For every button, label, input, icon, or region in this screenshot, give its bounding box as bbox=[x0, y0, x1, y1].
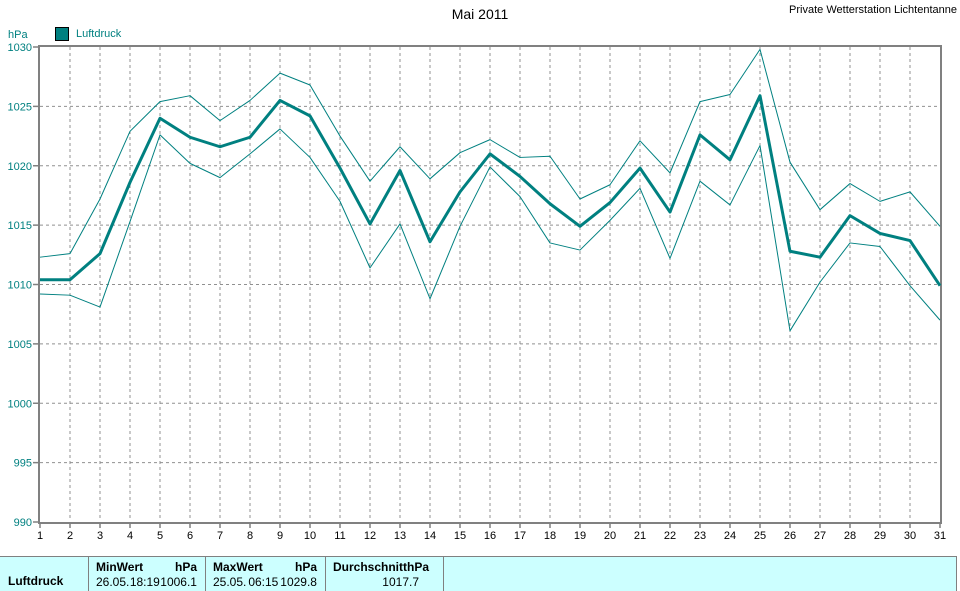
svg-text:12: 12 bbox=[364, 530, 376, 542]
svg-text:17: 17 bbox=[514, 530, 526, 542]
svg-text:3: 3 bbox=[97, 530, 103, 542]
svg-text:19: 19 bbox=[574, 530, 586, 542]
table-cell-empty bbox=[443, 557, 956, 591]
svg-text:14: 14 bbox=[424, 530, 436, 542]
table-row-label-cell: Luftdruck bbox=[0, 557, 88, 591]
svg-text:13: 13 bbox=[394, 530, 406, 542]
svg-text:15: 15 bbox=[454, 530, 466, 542]
svg-text:24: 24 bbox=[724, 530, 736, 542]
station-name: Private Wetterstation Lichtentanne bbox=[789, 4, 957, 16]
maxwert-value: 25.05. 06:15 1029.8 bbox=[213, 575, 317, 589]
svg-text:1: 1 bbox=[37, 530, 43, 542]
svg-text:4: 4 bbox=[127, 530, 133, 542]
svg-text:1025: 1025 bbox=[8, 101, 32, 113]
minwert-header: MinWert hPa bbox=[96, 560, 197, 574]
svg-text:1005: 1005 bbox=[8, 339, 32, 351]
svg-text:995: 995 bbox=[14, 458, 32, 470]
table-row-label: Luftdruck bbox=[8, 574, 64, 588]
svg-text:1010: 1010 bbox=[8, 280, 32, 292]
summary-table: Luftdruck MinWert hPa 26.05. 18:19 1006.… bbox=[0, 556, 957, 591]
svg-text:6: 6 bbox=[187, 530, 193, 542]
svg-text:1030: 1030 bbox=[8, 42, 32, 54]
svg-text:20: 20 bbox=[604, 530, 616, 542]
table-cell-maxwert: MaxWert hPa 25.05. 06:15 1029.8 bbox=[205, 557, 325, 591]
svg-text:7: 7 bbox=[217, 530, 223, 542]
table-cell-durchschnitt: Durchschnitt hPa 1017.7 bbox=[325, 557, 443, 591]
svg-text:16: 16 bbox=[484, 530, 496, 542]
svg-text:21: 21 bbox=[634, 530, 646, 542]
svg-text:5: 5 bbox=[157, 530, 163, 542]
y-axis-unit-label: hPa bbox=[8, 29, 28, 41]
svg-text:29: 29 bbox=[874, 530, 886, 542]
svg-text:1015: 1015 bbox=[8, 220, 32, 232]
svg-text:10: 10 bbox=[304, 530, 316, 542]
svg-text:23: 23 bbox=[694, 530, 706, 542]
page-title: Mai 2011 bbox=[451, 6, 509, 22]
svg-text:28: 28 bbox=[844, 530, 856, 542]
svg-text:1020: 1020 bbox=[8, 161, 32, 173]
table-cell-minwert: MinWert hPa 26.05. 18:19 1006.1 bbox=[88, 557, 205, 591]
svg-text:26: 26 bbox=[784, 530, 796, 542]
svg-text:9: 9 bbox=[277, 530, 283, 542]
maxwert-header: MaxWert hPa bbox=[213, 560, 317, 574]
svg-text:990: 990 bbox=[14, 517, 32, 529]
legend-swatch-icon bbox=[55, 27, 69, 41]
svg-text:25: 25 bbox=[754, 530, 766, 542]
legend: Luftdruck bbox=[55, 27, 121, 41]
svg-text:1000: 1000 bbox=[8, 398, 32, 410]
svg-text:8: 8 bbox=[247, 530, 253, 542]
svg-text:30: 30 bbox=[904, 530, 916, 542]
durchschnitt-value: 1017.7 bbox=[382, 575, 419, 589]
minwert-value: 26.05. 18:19 1006.1 bbox=[96, 575, 197, 589]
svg-text:18: 18 bbox=[544, 530, 556, 542]
svg-text:22: 22 bbox=[664, 530, 676, 542]
svg-text:27: 27 bbox=[814, 530, 826, 542]
svg-text:11: 11 bbox=[334, 530, 345, 542]
svg-text:31: 31 bbox=[934, 530, 946, 542]
legend-label: Luftdruck bbox=[76, 28, 122, 40]
svg-text:2: 2 bbox=[67, 530, 73, 542]
durchschnitt-header: Durchschnitt hPa bbox=[333, 560, 430, 574]
